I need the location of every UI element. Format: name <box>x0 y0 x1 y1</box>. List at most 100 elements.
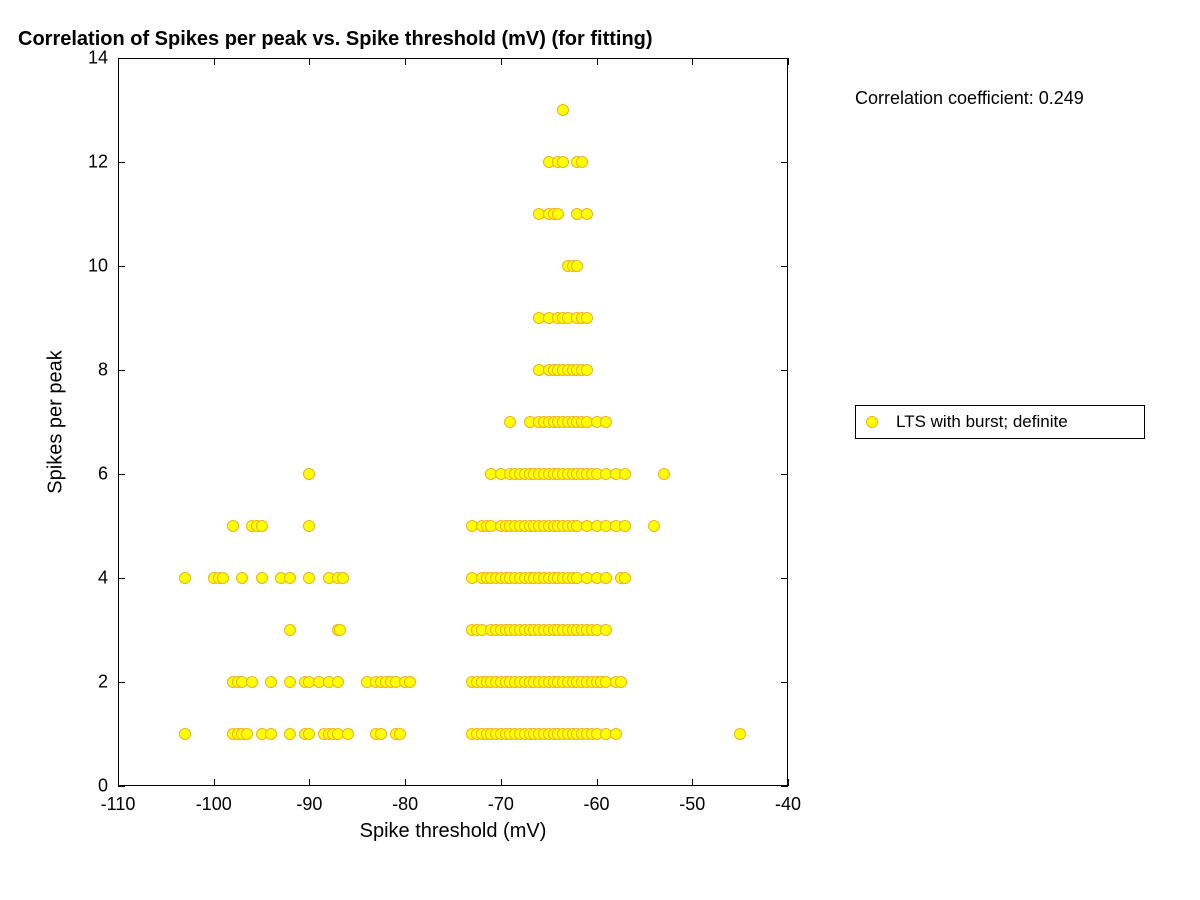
data-point <box>734 728 746 740</box>
y-tick-mark <box>781 370 788 371</box>
legend-marker-icon <box>866 416 878 428</box>
x-tick-mark <box>309 779 310 786</box>
y-tick-mark <box>781 162 788 163</box>
y-tick-mark <box>118 266 125 267</box>
data-point <box>600 416 612 428</box>
y-tick-mark <box>118 370 125 371</box>
data-point <box>265 676 277 688</box>
data-point <box>571 260 583 272</box>
data-point <box>284 676 296 688</box>
y-tick-label: 2 <box>68 672 108 693</box>
data-point <box>227 520 239 532</box>
data-point <box>303 520 315 532</box>
y-tick-mark <box>781 682 788 683</box>
data-point <box>394 728 406 740</box>
x-tick-mark <box>788 779 789 786</box>
x-tick-label: -90 <box>296 794 322 815</box>
x-axis-label: Spike threshold (mV) <box>360 820 547 843</box>
x-tick-mark <box>692 779 693 786</box>
chart-title: Correlation of Spikes per peak vs. Spike… <box>18 28 653 51</box>
data-point <box>600 624 612 636</box>
data-point <box>332 676 344 688</box>
data-point <box>581 312 593 324</box>
x-tick-mark <box>501 58 502 65</box>
y-tick-mark <box>118 474 125 475</box>
data-point <box>284 572 296 584</box>
data-point <box>179 728 191 740</box>
data-point <box>256 572 268 584</box>
data-point <box>576 156 588 168</box>
x-tick-mark <box>118 58 119 65</box>
x-tick-mark <box>214 779 215 786</box>
data-point <box>404 676 416 688</box>
y-tick-label: 6 <box>68 464 108 485</box>
x-tick-mark <box>597 58 598 65</box>
data-point <box>303 572 315 584</box>
data-point <box>619 468 631 480</box>
data-point <box>619 572 631 584</box>
data-point <box>648 520 660 532</box>
data-point <box>615 676 627 688</box>
data-point <box>179 572 191 584</box>
y-tick-mark <box>118 786 125 787</box>
data-point <box>581 364 593 376</box>
data-point <box>241 728 253 740</box>
x-tick-label: -60 <box>584 794 610 815</box>
data-point <box>334 624 346 636</box>
y-tick-mark <box>118 578 125 579</box>
data-point <box>217 572 229 584</box>
x-tick-label: -110 <box>101 794 136 815</box>
data-point <box>256 520 268 532</box>
correlation-annotation: Correlation coefficient: 0.249 <box>855 88 1084 109</box>
x-tick-mark <box>405 58 406 65</box>
data-point <box>504 416 516 428</box>
data-point <box>284 624 296 636</box>
x-tick-label: -50 <box>679 794 705 815</box>
data-point <box>303 728 315 740</box>
y-tick-label: 14 <box>68 48 108 69</box>
y-tick-mark <box>118 682 125 683</box>
y-tick-label: 8 <box>68 360 108 381</box>
legend: LTS with burst; definite <box>855 405 1145 439</box>
data-point <box>236 572 248 584</box>
y-tick-mark <box>781 266 788 267</box>
y-tick-mark <box>118 58 125 59</box>
x-tick-label: -80 <box>392 794 418 815</box>
data-point <box>303 468 315 480</box>
x-tick-label: -40 <box>775 794 801 815</box>
y-tick-mark <box>118 162 125 163</box>
y-tick-mark <box>781 578 788 579</box>
data-point <box>552 208 564 220</box>
y-tick-mark <box>781 474 788 475</box>
y-tick-label: 12 <box>68 152 108 173</box>
x-tick-mark <box>405 779 406 786</box>
legend-label: LTS with burst; definite <box>896 412 1068 432</box>
data-point <box>658 468 670 480</box>
data-point <box>600 572 612 584</box>
y-tick-label: 10 <box>68 256 108 277</box>
data-point <box>557 104 569 116</box>
x-tick-mark <box>788 58 789 65</box>
data-point <box>610 728 622 740</box>
data-point <box>619 520 631 532</box>
y-tick-label: 0 <box>68 776 108 797</box>
data-point <box>342 728 354 740</box>
x-tick-mark <box>118 779 119 786</box>
y-axis-label: Spikes per peak <box>45 350 68 493</box>
data-point <box>246 676 258 688</box>
data-point <box>337 572 349 584</box>
data-point <box>265 728 277 740</box>
x-tick-mark <box>309 58 310 65</box>
x-tick-mark <box>597 779 598 786</box>
x-tick-mark <box>692 58 693 65</box>
data-point <box>557 156 569 168</box>
x-tick-label: -100 <box>196 794 232 815</box>
x-tick-mark <box>214 58 215 65</box>
plot-area <box>118 58 788 786</box>
data-point <box>375 728 387 740</box>
y-tick-mark <box>781 58 788 59</box>
x-tick-label: -70 <box>488 794 514 815</box>
data-point <box>284 728 296 740</box>
y-tick-mark <box>781 786 788 787</box>
y-tick-label: 4 <box>68 568 108 589</box>
